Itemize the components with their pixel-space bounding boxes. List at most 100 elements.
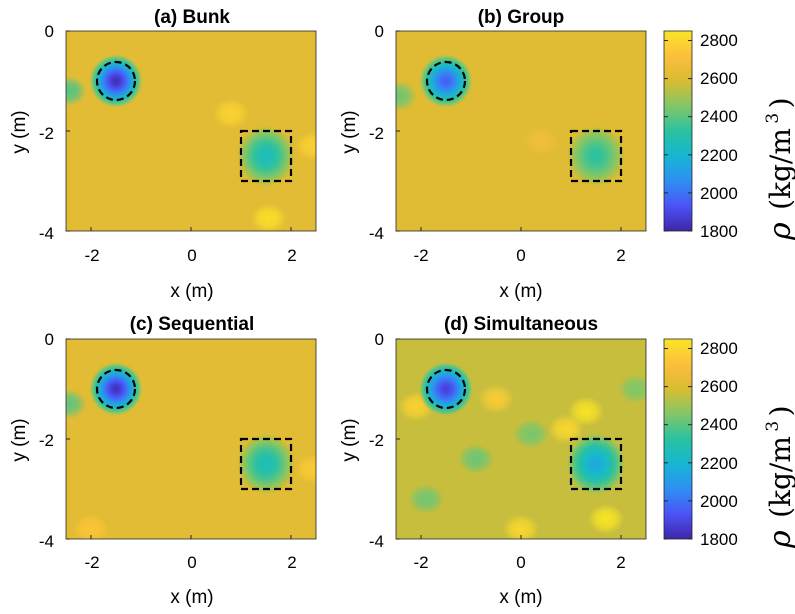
density-highlight: [522, 126, 560, 156]
x-axis-label: x (m): [499, 281, 542, 302]
density-unit: (kg/m: [764, 436, 795, 518]
density-highlight: [66, 389, 87, 419]
true-anomaly-square-outline: [569, 129, 623, 183]
colorbar-tick-label: 2800: [700, 339, 738, 358]
x-tick-label: 0: [187, 246, 196, 265]
x-axis-label: x (m): [499, 587, 542, 608]
panel-title: (d) Simultaneous: [444, 314, 598, 335]
density-highlight: [617, 374, 646, 404]
density-symbol: ρ: [763, 530, 795, 549]
y-axis-label: y (m): [9, 110, 30, 153]
density-map-group: [395, 30, 647, 232]
density-unit-close: ): [764, 97, 795, 108]
density-highlight: [250, 203, 287, 231]
density-highlight: [512, 419, 550, 449]
colorbar-tick-label: 2200: [700, 454, 738, 473]
panel-simultaneous: (d) Simultaneous 0 -2 -4 -2 0 2 x (m) y …: [339, 314, 647, 608]
panel-title: (b) Group: [478, 7, 565, 28]
y-tick-label: -4: [39, 532, 54, 551]
density-field: [66, 31, 316, 231]
density-symbol: ρ: [763, 222, 795, 241]
x-tick-label: 0: [187, 553, 196, 572]
y-tick-label: 0: [375, 330, 384, 349]
y-tick-label: 0: [45, 22, 54, 41]
panel-title: (a) Bunk: [154, 7, 230, 28]
true-anomaly-square-outline: [239, 129, 293, 183]
colorbar-tick-label: 2800: [700, 31, 738, 50]
colorbar-tick-label: 1800: [700, 530, 738, 549]
anomaly-fill: [566, 124, 626, 188]
panel-group: (b) Group 0 -2 -4 -2 0 2 x (m) y (m): [339, 7, 647, 302]
x-tick-label: 0: [516, 246, 525, 265]
density-highlight: [396, 81, 417, 111]
x-tick-label: 2: [287, 553, 296, 572]
panel-sequential: (c) Sequential 0 -2 -4 -2 0 2 x (m) y (m…: [9, 314, 317, 608]
x-tick-label: -2: [84, 553, 99, 572]
colorbar-label: ρ (kg/m 3 ): [763, 405, 795, 549]
density-unit-exponent: 3: [763, 421, 783, 432]
colorbar-tick-label: 2600: [700, 69, 738, 88]
density-map-sequential: [65, 338, 317, 540]
true-anomaly-circle-outline: [425, 368, 467, 410]
y-tick-label: 0: [375, 22, 384, 41]
density-highlight: [587, 504, 625, 534]
density-highlight: [295, 131, 316, 161]
density-highlight: [66, 76, 87, 106]
colorbar-label: ρ (kg/m 3 ): [763, 97, 795, 241]
x-tick-label: 2: [616, 553, 625, 572]
svg-text:ρ (kg/m 3: ρ (kg/m 3 ): [763, 405, 795, 549]
x-tick-label: -2: [413, 246, 428, 265]
colorbar-tick-label: 2400: [700, 415, 738, 434]
colorbar-ticks: [664, 40, 692, 232]
anomaly-fill: [236, 124, 296, 188]
x-tick-label: 2: [287, 246, 296, 265]
density-highlight: [457, 444, 495, 474]
panel-bunk: (a) Bunk 0 -2 -4 -2 0 2 x (m) y (m): [9, 7, 317, 302]
density-map-bunk: [65, 30, 317, 232]
colorbar-bottom: 1800 2000 2200 2400 2600 2800 ρ (kg/m 3 …: [663, 338, 795, 549]
density-field: [396, 339, 646, 539]
true-anomaly-circle-outline: [95, 60, 137, 102]
svg-text:ρ (kg/m 3: ρ (kg/m 3 ): [763, 97, 795, 241]
y-tick-label: -4: [369, 224, 384, 243]
colorbar-tick-label: 2000: [700, 184, 738, 203]
density-highlight: [407, 484, 445, 514]
anomaly-fill: [566, 432, 626, 496]
density-highlight: [295, 454, 316, 484]
true-anomaly-circle-outline: [95, 368, 137, 410]
y-axis-label: y (m): [9, 418, 30, 461]
density-highlight: [547, 414, 585, 444]
colorbar-tick-label: 2400: [700, 107, 738, 126]
x-tick-label: -2: [84, 246, 99, 265]
y-tick-label: -4: [39, 224, 54, 243]
x-tick-label: -2: [413, 553, 428, 572]
colorbar-tick-label: 2200: [700, 146, 738, 165]
true-anomaly-square-outline: [569, 437, 623, 491]
density-unit-exponent: 3: [763, 113, 783, 124]
y-tick-label: -2: [39, 124, 54, 143]
colorbar-gradient: [663, 338, 693, 540]
density-highlight: [502, 514, 540, 539]
density-highlight: [477, 384, 515, 414]
y-axis-label: y (m): [339, 418, 360, 461]
colorbar-tick-label: 2000: [700, 492, 738, 511]
density-field: [66, 339, 316, 539]
anomaly-fill: [236, 432, 296, 496]
y-tick-label: 0: [45, 330, 54, 349]
x-axis-label: x (m): [170, 587, 213, 608]
y-tick-label: -2: [369, 124, 384, 143]
density-unit-close: ): [764, 405, 795, 416]
colorbar-gradient: [663, 30, 693, 232]
true-anomaly-square-outline: [239, 437, 293, 491]
true-anomaly-circle-outline: [425, 60, 467, 102]
density-unit: (kg/m: [764, 128, 795, 210]
colorbar-tick-label: 2600: [700, 377, 738, 396]
colorbar-top: 1800 2000 2200 2400 2600 2800 ρ (kg/m 3 …: [663, 30, 795, 241]
x-axis-label: x (m): [170, 281, 213, 302]
x-tick-label: 2: [616, 246, 625, 265]
y-tick-label: -4: [369, 532, 384, 551]
colorbar-ticks: [664, 348, 692, 540]
x-tick-label: 0: [516, 553, 525, 572]
panel-title: (c) Sequential: [130, 314, 255, 335]
